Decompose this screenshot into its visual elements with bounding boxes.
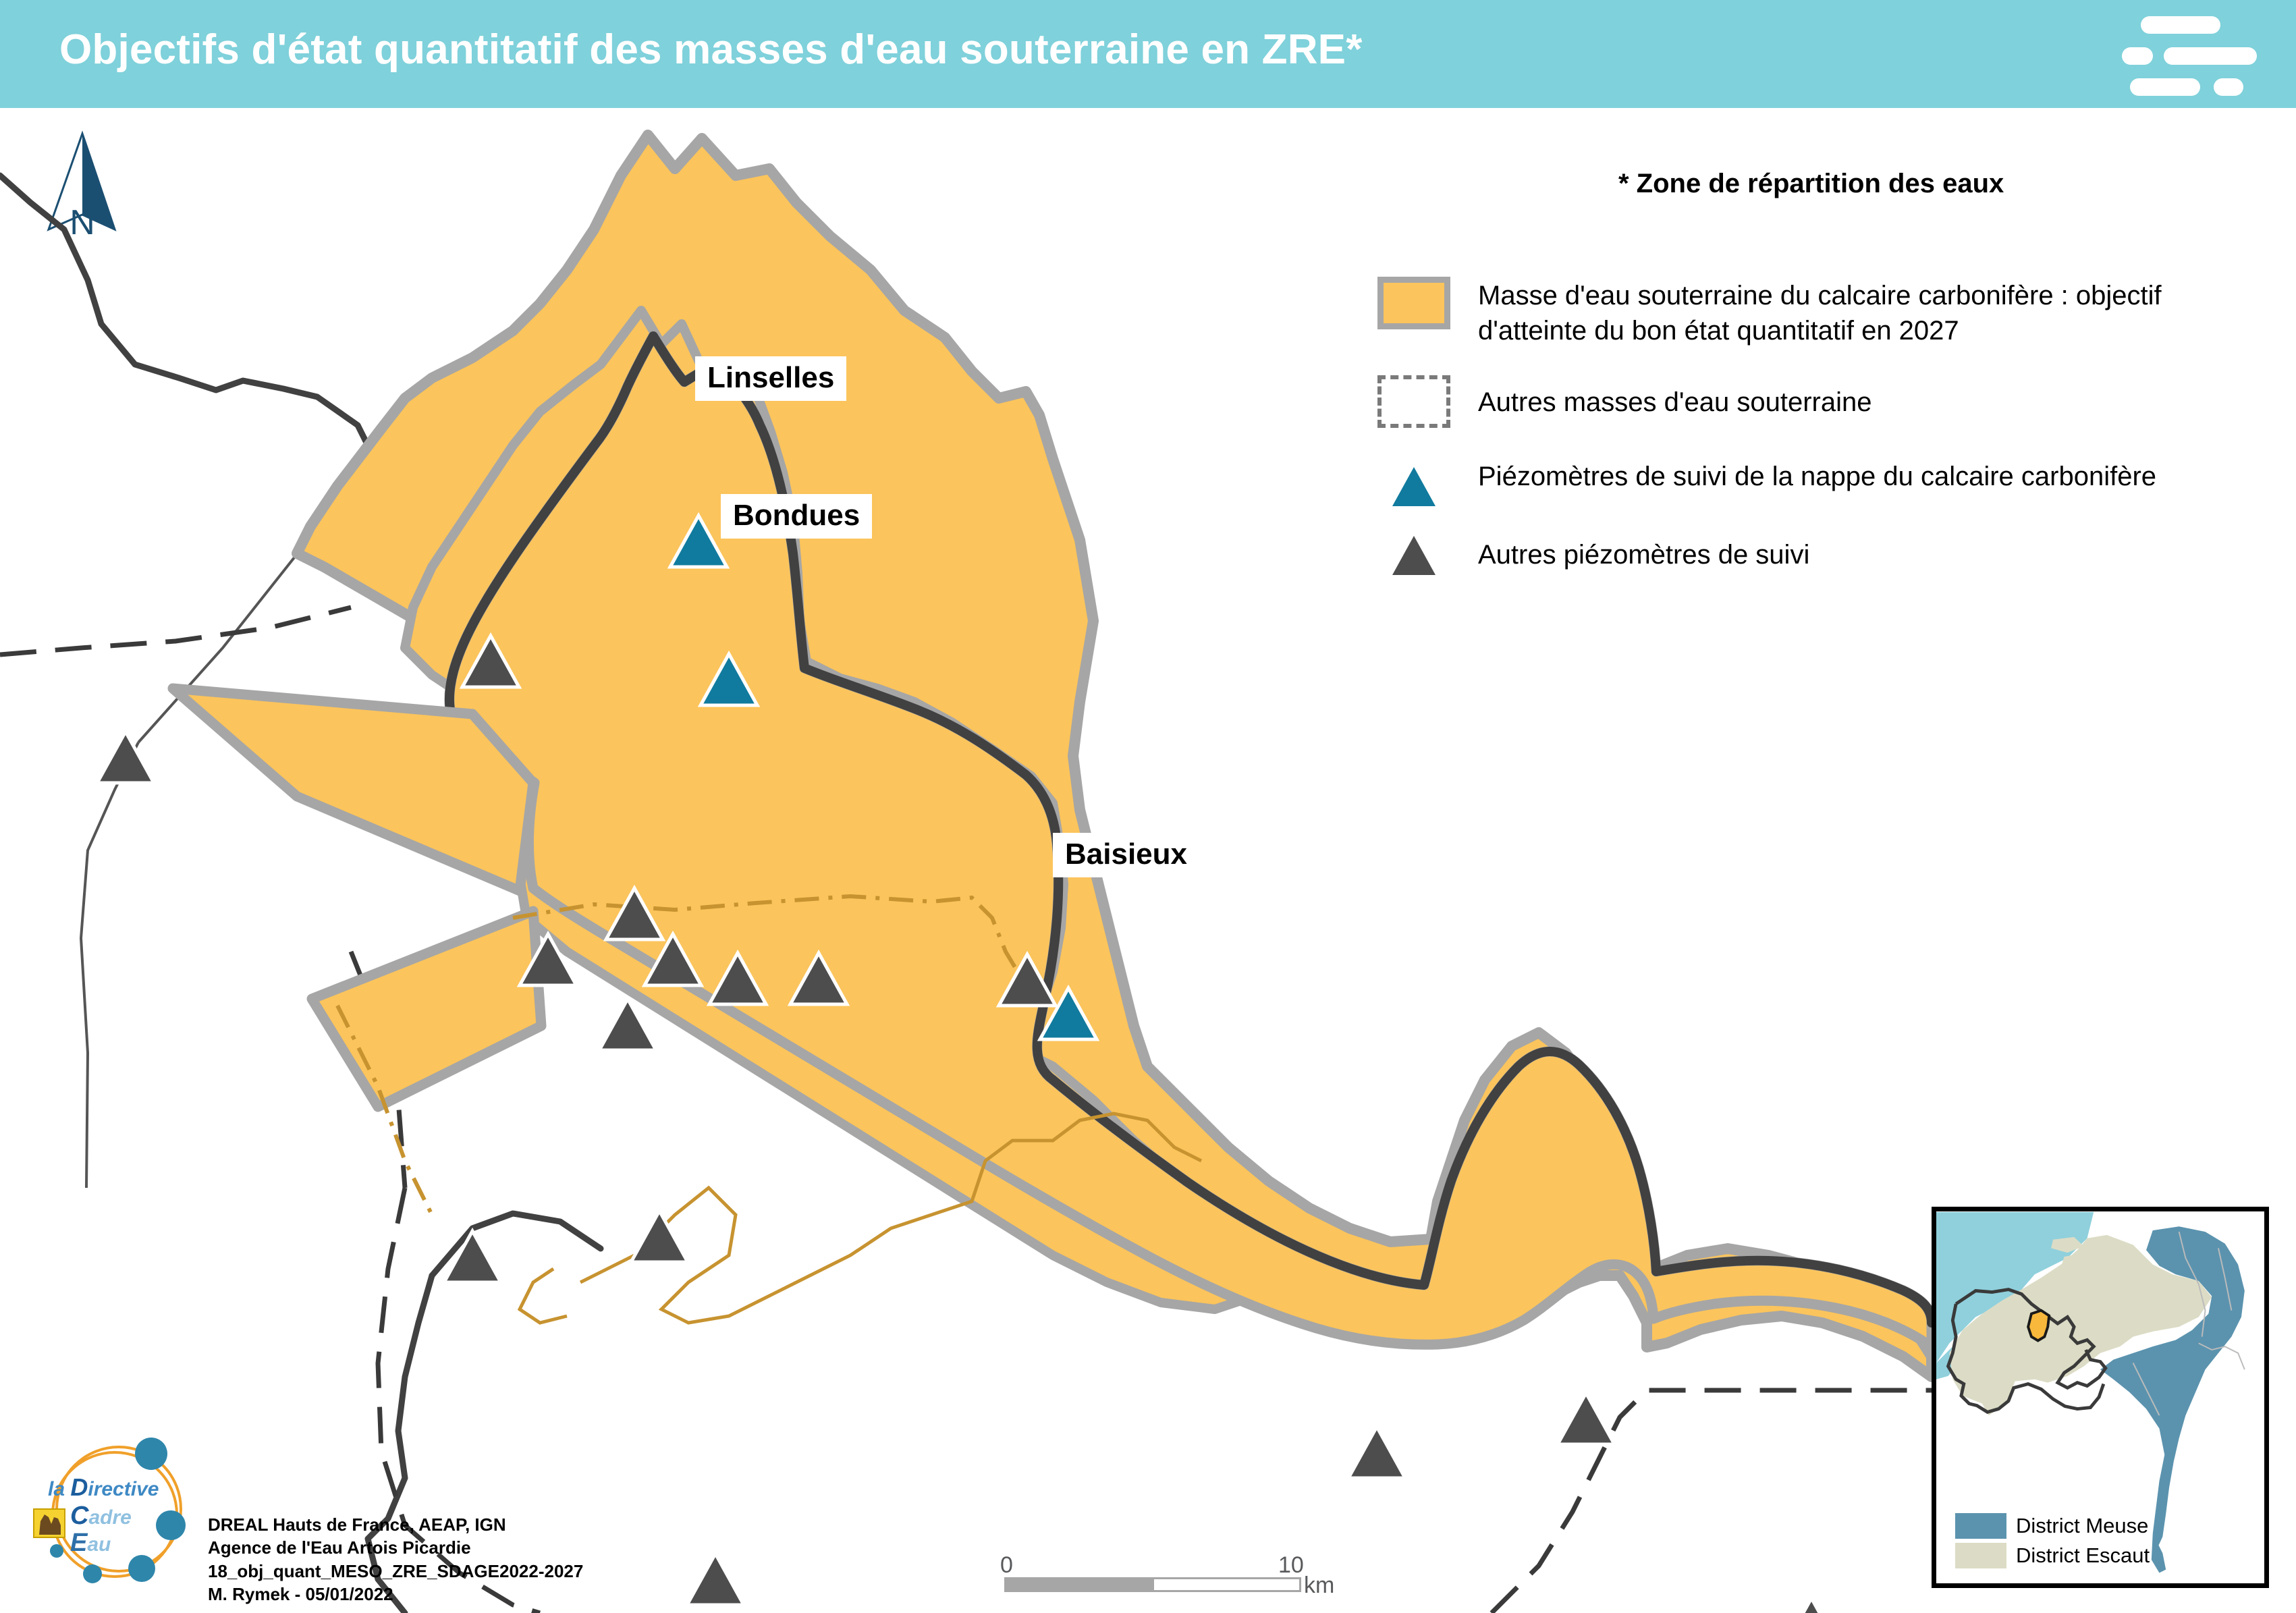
footnote-zre: * Zone de répartition des eaux <box>1618 169 2004 198</box>
credits-line-2: Agence de l'Eau Artois Picardie <box>208 1537 471 1558</box>
credits-line-1: DREAL Hauts de France, AEAP, IGN <box>208 1514 506 1535</box>
legend-item-label: Autres masses d'eau souterraine <box>1478 387 1872 417</box>
inset-meuse-south <box>2151 1533 2166 1573</box>
inset-sea <box>1936 1211 2094 1363</box>
piezometer-other <box>706 949 769 1006</box>
dark-triangle-icon <box>1392 536 1436 575</box>
globe-dot <box>135 1438 167 1470</box>
piezometer-carbonifere <box>667 512 730 569</box>
header-bar: Objectifs d'état quantitatif des masses … <box>0 0 2296 108</box>
aquifer-east-admin-edge <box>1048 1047 1936 1328</box>
inset-legend-label: District Meuse <box>2016 1514 2149 1537</box>
piezometer-markers-carbonifere[interactable] <box>667 512 1100 1041</box>
inset-zre-highlight <box>2027 1309 2051 1342</box>
credits-block: DREAL Hauts de France, AEAP, IGN Agence … <box>208 1513 583 1606</box>
legend-swatch-wrap <box>1350 375 1478 428</box>
globe-dot <box>83 1564 102 1583</box>
scale-fill <box>1004 1577 1154 1592</box>
piezometer-carbonifere <box>697 650 761 707</box>
piezometer-other <box>441 1227 504 1284</box>
teal-triangle-icon <box>1392 467 1436 506</box>
scale-max-label: 10 <box>1278 1552 1304 1578</box>
globe-dot <box>50 1544 63 1558</box>
piezometer-other <box>94 728 157 785</box>
aquifer-west-wedge <box>167 683 539 896</box>
globe-dot <box>128 1555 155 1582</box>
dreal-hauts-de-france-logo <box>2122 12 2257 96</box>
piezometer-other <box>628 1207 691 1264</box>
filled-square-icon <box>1377 277 1450 329</box>
piezometer-other <box>995 950 1059 1008</box>
dashed-square-icon <box>1377 375 1450 428</box>
piezometer-other <box>459 632 522 689</box>
scale-min-label: 0 <box>1000 1552 1013 1578</box>
inset-swatch-escaut <box>1955 1543 2006 1568</box>
city-label-linselles: Linselles <box>695 356 847 401</box>
page-title: Objectifs d'état quantitatif des masses … <box>59 26 1363 73</box>
piezometer-other <box>603 884 666 941</box>
inset-swatch-meuse <box>1955 1513 2006 1539</box>
piezometer-other <box>1345 1423 1409 1480</box>
inset-legend-item-meuse[interactable]: District Meuse <box>1955 1513 2150 1539</box>
legend-item-other-masses[interactable]: Autres masses d'eau souterraine <box>1350 375 2247 428</box>
legend-item-aquifer[interactable]: Masse d'eau souterraine du calcaire carb… <box>1350 277 2247 348</box>
scale-unit-label: km <box>1304 1573 1335 1598</box>
logo-line-3: Eau <box>70 1529 111 1557</box>
inset-legend: District Meuse District Escaut <box>1955 1509 2150 1568</box>
legend-swatch-wrap <box>1350 458 1478 506</box>
credits-line-3: 18_obj_quant_MESO_ZRE_SDAGE2022-2027 <box>208 1560 584 1581</box>
logo-line-1: la Directive <box>48 1473 159 1501</box>
piezometer-other <box>1801 1594 1822 1613</box>
inset-region-outline <box>1946 1288 2108 1415</box>
piezometer-other <box>641 930 705 987</box>
piezometer-other <box>1554 1389 1618 1446</box>
legend-swatch-wrap <box>1350 277 1478 329</box>
north-arrow-icon <box>47 130 117 231</box>
legend-item-label: Masse d'eau souterraine du calcaire carb… <box>1478 281 2162 346</box>
inset-legend-item-escaut[interactable]: District Escaut <box>1955 1543 2150 1568</box>
inset-district-escaut <box>1949 1234 2212 1416</box>
logo-line-2: Cadre <box>70 1502 132 1530</box>
sub-basin-thin-lines <box>517 1112 1203 1325</box>
aquifer-north-east-admin-edge <box>444 331 1064 1085</box>
city-label-bondues: Bondues <box>721 494 873 539</box>
sub-basin-boundaries <box>335 894 1054 1216</box>
logo-brown-shape <box>39 1514 61 1535</box>
map-legend: Masse d'eau souterraine du calcaire carb… <box>1350 277 2247 598</box>
inset-district-meuse <box>2100 1226 2245 1547</box>
legend-item-piezo-other[interactable]: Autres piézomètres de suivi <box>1350 536 2247 575</box>
piezometer-carbonifere <box>1037 984 1100 1041</box>
scale-bar: 0 10 km <box>1000 1552 1334 1606</box>
north-arrow-label: N <box>70 203 95 242</box>
legend-item-label: Autres piézomètres de suivi <box>1478 540 1810 570</box>
piezometer-other <box>684 1550 747 1607</box>
aquifer-southwest-wedge <box>306 906 547 1112</box>
inset-locator-map[interactable]: District Meuse District Escaut <box>1932 1207 2269 1588</box>
directive-cadre-eau-logo: la Directive Cadre Eau <box>33 1438 186 1583</box>
globe-dot <box>156 1510 186 1540</box>
piezometer-other <box>596 995 659 1052</box>
legend-item-label: Piézomètres de suivi de la nappe du calc… <box>1478 462 2157 491</box>
legend-item-piezo-carbonifere[interactable]: Piézomètres de suivi de la nappe du calc… <box>1350 458 2247 506</box>
inset-legend-label: District Escaut <box>2016 1543 2150 1567</box>
map-canvas[interactable] <box>0 108 2296 1613</box>
inset-escaut-islands <box>2051 1236 2093 1267</box>
city-label-baisieux: Baisieux <box>1053 833 1199 877</box>
credits-line-4: M. Rymek - 05/01/2022 <box>208 1583 393 1604</box>
legend-swatch-wrap <box>1350 536 1478 575</box>
piezometer-other <box>787 949 850 1006</box>
piezometer-markers-other[interactable] <box>94 632 1840 1613</box>
piezometer-other <box>516 930 580 987</box>
thin-boundaries <box>79 485 352 1188</box>
